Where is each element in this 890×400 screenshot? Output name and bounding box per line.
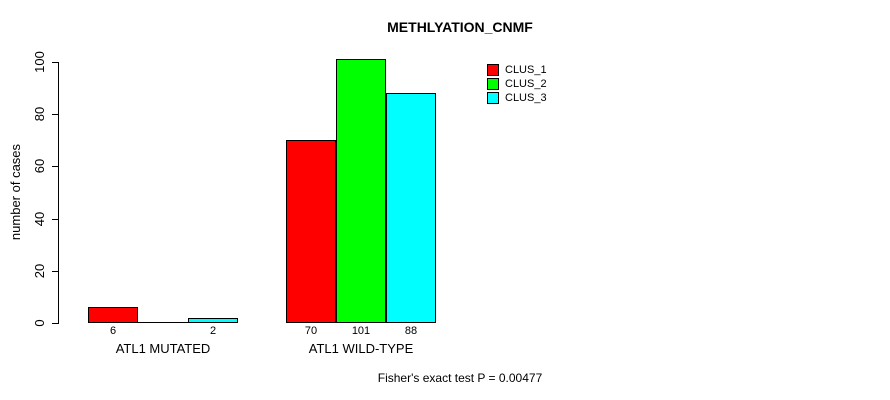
x-category-label: ATL1 MUTATED (115, 341, 211, 356)
bar-count-label: 101 (351, 325, 371, 337)
y-tick-label: 80 (32, 106, 47, 122)
legend-swatch-clus_2 (487, 78, 499, 90)
y-axis-tick (52, 62, 59, 63)
y-axis-tick (52, 219, 59, 220)
bar-count-label: 70 (304, 325, 318, 337)
bar-clus_1-group2 (286, 140, 336, 323)
y-tick-label: 60 (32, 158, 47, 174)
y-axis-tick (52, 166, 59, 167)
bar-count-label: 88 (404, 325, 418, 337)
y-tick-label: 100 (32, 51, 47, 73)
bar-clus_3-group2 (386, 93, 436, 323)
bar-clus_3-group1 (188, 318, 238, 323)
legend-label: CLUS_1 (505, 64, 547, 76)
y-axis-tick (52, 323, 59, 324)
y-axis-label: number of cases (8, 143, 23, 241)
legend-label: CLUS_3 (505, 92, 547, 104)
legend-swatch-clus_3 (487, 92, 499, 104)
y-axis-tick (52, 271, 59, 272)
legend-item-clus_2: CLUS_2 (487, 78, 547, 90)
legend-label: CLUS_2 (505, 78, 547, 90)
bar-count-label: 6 (109, 325, 117, 337)
bar-count-label: 2 (209, 325, 217, 337)
bar-clus_1-group1 (88, 307, 138, 323)
y-tick-label: 20 (32, 263, 47, 279)
bar-clus_2-group2 (336, 59, 386, 323)
x-category-label: ATL1 WILD-TYPE (308, 341, 414, 356)
legend-item-clus_1: CLUS_1 (487, 64, 547, 76)
legend-swatch-clus_1 (487, 64, 499, 76)
legend: CLUS_1 CLUS_2 CLUS_3 (487, 64, 547, 106)
legend-item-clus_3: CLUS_3 (487, 92, 547, 104)
y-tick-label: 40 (32, 211, 47, 227)
y-axis-tick (52, 114, 59, 115)
bar-clus_2-group1-zero (138, 322, 188, 323)
y-axis-line (58, 62, 59, 324)
chart-title: METHLYATION_CNMF (387, 19, 533, 35)
y-tick-label: 0 (32, 319, 47, 327)
fisher-test-annotation: Fisher's exact test P = 0.00477 (377, 371, 543, 385)
